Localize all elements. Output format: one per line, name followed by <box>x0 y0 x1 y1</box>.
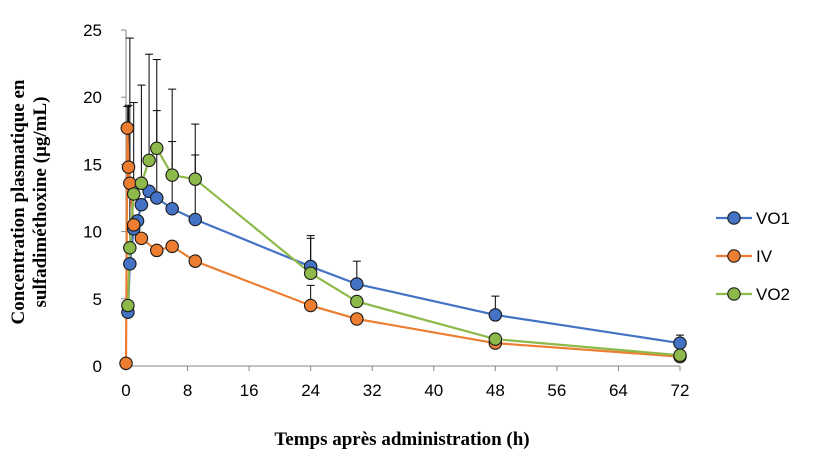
data-point-iv <box>303 298 318 313</box>
y-tick-label: 20 <box>83 88 102 107</box>
x-tick-label: 40 <box>424 381 443 400</box>
legend-label-vo2: VO2 <box>756 285 790 304</box>
data-point-iv <box>150 243 164 258</box>
y-tick-label: 15 <box>83 155 102 174</box>
data-point-vo1 <box>350 277 364 291</box>
series-markers <box>119 121 687 371</box>
x-tick-label: 24 <box>301 381 320 400</box>
y-tick-label: 10 <box>83 223 102 242</box>
data-point-iv <box>120 121 135 135</box>
data-point-vo2 <box>126 187 141 201</box>
legend-label-vo1: VO1 <box>756 209 790 228</box>
x-tick-label: 48 <box>486 381 505 400</box>
x-tick-label: 16 <box>240 381 259 400</box>
x-axis-title: Temps après administration (h) <box>274 429 529 450</box>
x-tick-label: 8 <box>183 381 192 400</box>
y-tick-label: 5 <box>93 290 102 309</box>
data-point-vo1 <box>134 197 149 212</box>
y-tick-label: 0 <box>93 357 102 376</box>
data-point-vo2 <box>121 298 135 313</box>
data-point-iv <box>119 356 133 371</box>
x-tick-label: 32 <box>363 381 382 400</box>
series-lines <box>124 127 681 364</box>
data-point-iv <box>126 218 141 232</box>
data-point-vo1 <box>188 212 203 227</box>
error-bars <box>123 37 684 344</box>
series-line-iv <box>124 127 681 364</box>
legend-marker-iv <box>727 249 741 263</box>
tick-labels: 0 5 10 15 20 25 0 8 16 24 32 40 48 56 64 72 <box>83 21 689 400</box>
x-tick-label: 72 <box>671 381 690 400</box>
legend-item-iv: IV <box>716 247 773 266</box>
legend-marker-vo1 <box>727 211 741 225</box>
data-point-vo1 <box>673 336 687 350</box>
data-point-vo2 <box>134 176 149 190</box>
data-point-vo1 <box>488 308 503 322</box>
data-point-vo2 <box>142 153 156 168</box>
data-point-vo1 <box>165 202 179 216</box>
data-point-vo2 <box>303 266 318 281</box>
y-tick-label: 25 <box>83 21 102 40</box>
data-point-vo1 <box>150 191 164 205</box>
x-tick-label: 0 <box>121 381 130 400</box>
legend: VO1 IV VO2 <box>716 209 790 304</box>
data-point-vo2 <box>350 294 364 309</box>
legend-item-vo1: VO1 <box>716 209 790 228</box>
data-point-vo2 <box>188 172 203 186</box>
y-axis-title-line-2: sulfadiméthoxine (µg/mL) <box>30 97 51 308</box>
legend-item-vo2: VO2 <box>716 285 790 304</box>
y-axis-title-line-1: Concentration plasmatique en <box>8 79 29 324</box>
data-point-vo2 <box>488 332 503 346</box>
data-point-vo2 <box>165 168 179 182</box>
x-tick-label: 56 <box>547 381 566 400</box>
data-point-iv <box>121 160 136 174</box>
data-point-vo2 <box>673 348 687 362</box>
legend-label-iv: IV <box>756 247 773 266</box>
x-tick-label: 64 <box>609 381 628 400</box>
axes <box>121 29 681 371</box>
data-point-vo2 <box>123 240 137 255</box>
data-point-iv <box>188 254 203 268</box>
y-axis-title: Concentration plasmatique en sulfadiméth… <box>8 79 51 324</box>
series-line-vo2 <box>126 147 681 357</box>
data-point-vo1 <box>123 257 137 271</box>
data-point-iv <box>134 231 149 246</box>
legend-marker-vo2 <box>727 287 741 301</box>
data-point-iv <box>350 312 364 326</box>
data-point-iv <box>165 239 179 254</box>
data-point-vo2 <box>150 141 164 156</box>
